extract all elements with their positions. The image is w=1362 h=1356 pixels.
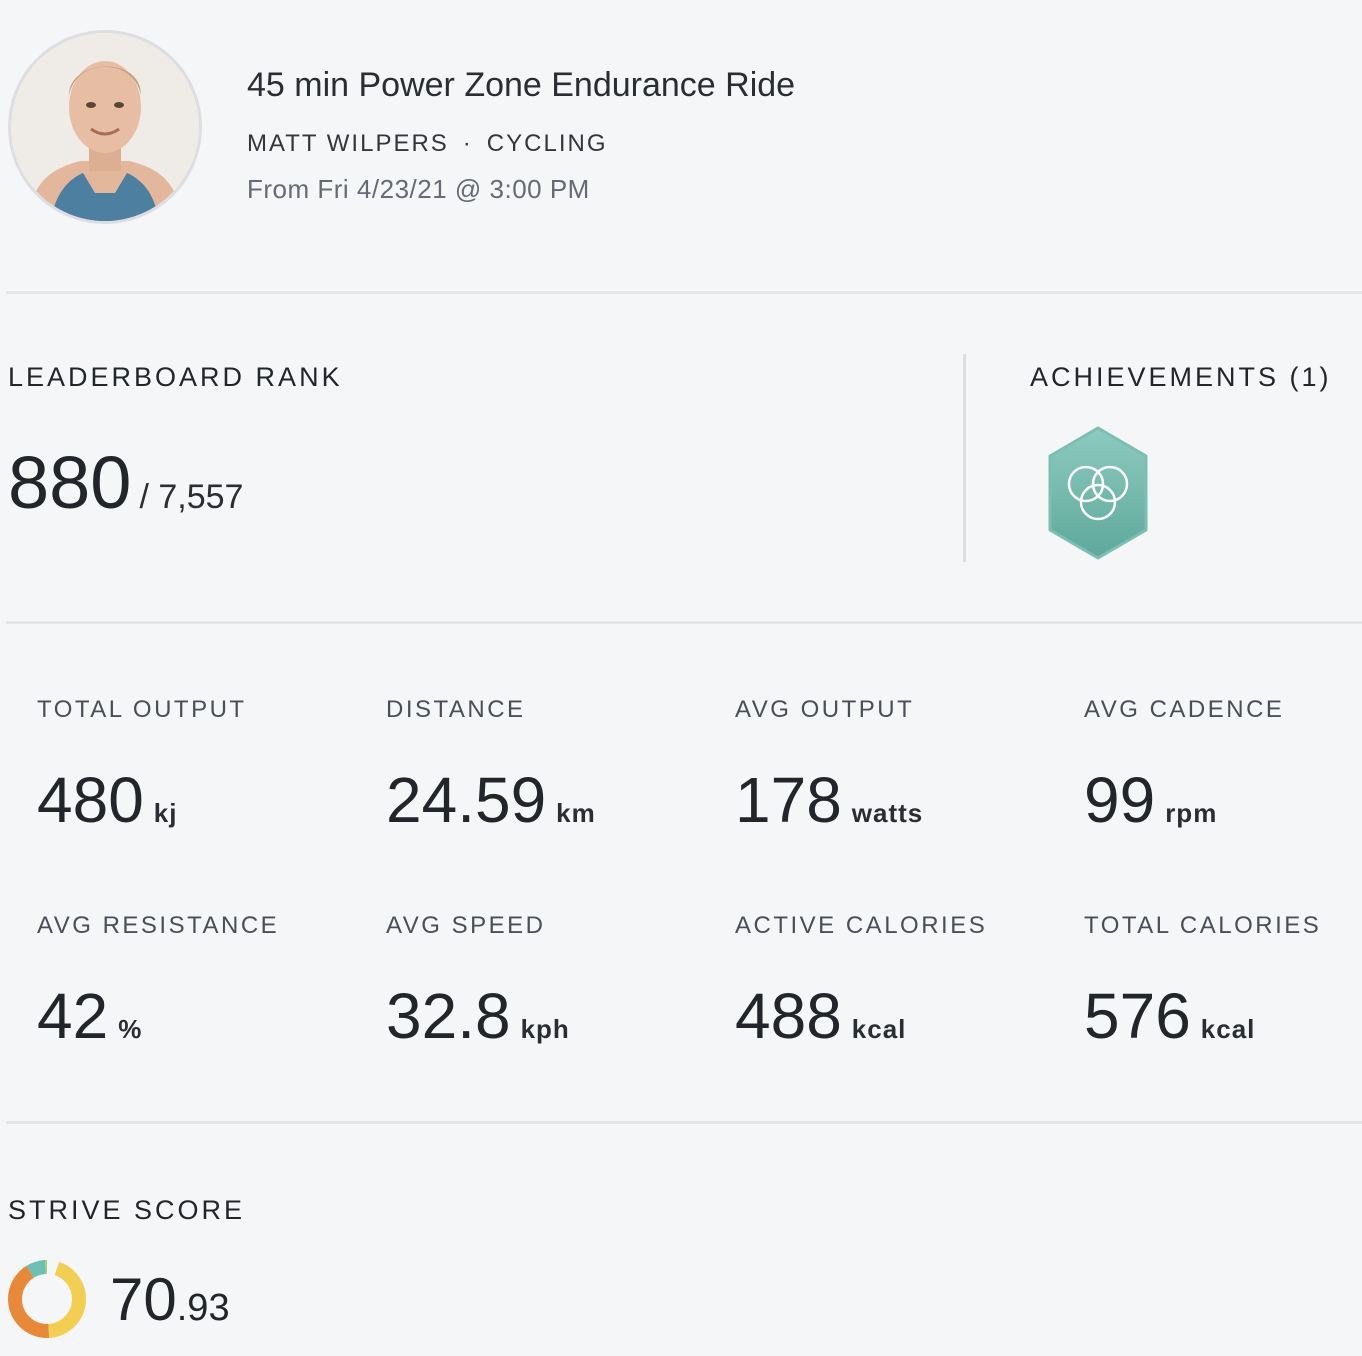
rank-number: 880 <box>8 441 132 524</box>
metric-unit: kcal <box>851 1014 907 1044</box>
strive-score-decimal: .93 <box>176 1287 230 1329</box>
metric-total-output: 480 kj <box>37 768 177 832</box>
metric-avg-resistance: 42% <box>37 984 142 1048</box>
instructor-photo <box>11 33 199 221</box>
metric-unit: rpm <box>1165 798 1218 828</box>
achievement-badge-icon <box>1048 426 1148 560</box>
leaderboard-rank-label: LEADERBOARD RANK <box>8 362 343 392</box>
metric-value: 178 <box>735 764 842 836</box>
metric-value: 24.59 <box>386 764 547 836</box>
class-title: 45 min Power Zone Endurance Ride <box>247 66 796 104</box>
achievement-badge[interactable] <box>1046 426 1150 562</box>
metric-value: 488 <box>735 980 842 1052</box>
rank-total: / 7,557 <box>139 478 244 516</box>
metric-active-calories: 488 kcal <box>735 984 906 1048</box>
zone-arc-orange <box>8 1260 86 1338</box>
class-meta: MATT WILPERS · CYCLING <box>247 130 607 158</box>
metric-unit: watts <box>851 798 924 828</box>
metric-label-avg-cadence: AVG CADENCE <box>1084 696 1285 723</box>
strive-score-label: STRIVE SCORE <box>8 1195 246 1225</box>
strive-score-value: 70.93 <box>110 1270 230 1330</box>
metric-unit: kj <box>153 798 178 828</box>
leaderboard-divider <box>6 621 1362 624</box>
leaderboard-rank-value: 880/ 7,557 <box>8 446 243 520</box>
metric-label-distance: DISTANCE <box>386 696 526 723</box>
metric-value: 576 <box>1084 980 1191 1052</box>
zone-arc-yellow <box>8 1260 86 1338</box>
metrics-divider <box>6 1121 1362 1124</box>
instructor-avatar <box>8 30 202 224</box>
metric-unit: % <box>118 1014 143 1044</box>
strive-ring-icon <box>8 1260 86 1338</box>
achievements-label: ACHIEVEMENTS (1) <box>1030 362 1332 392</box>
metric-label-total-output: TOTAL OUTPUT <box>37 696 247 723</box>
section-vertical-divider <box>963 354 966 562</box>
discipline-label: CYCLING <box>486 130 608 157</box>
metric-label-total-calories: TOTAL CALORIES <box>1084 912 1322 939</box>
metric-label-avg-output: AVG OUTPUT <box>735 696 915 723</box>
metric-unit: kph <box>520 1014 570 1044</box>
metric-value: 99 <box>1084 764 1156 836</box>
strive-score-int: 70 <box>110 1266 177 1333</box>
metric-unit: km <box>556 798 596 828</box>
metric-value: 32.8 <box>386 980 511 1052</box>
metric-avg-output: 178 watts <box>735 768 923 832</box>
metric-label-active-calories: ACTIVE CALORIES <box>735 912 988 939</box>
metric-label-avg-resistance: AVG RESISTANCE <box>37 912 280 939</box>
zone-arc-green <box>8 1260 86 1338</box>
class-date: From Fri 4/23/21 @ 3:00 PM <box>247 174 590 204</box>
metric-distance: 24.59 km <box>386 768 596 832</box>
instructor-name[interactable]: MATT WILPERS <box>247 130 449 157</box>
metric-avg-cadence: 99 rpm <box>1084 768 1217 832</box>
strive-zone-ring[interactable] <box>6 1258 88 1340</box>
metric-unit: kcal <box>1200 1014 1256 1044</box>
header-divider <box>6 291 1362 294</box>
metric-avg-speed: 32.8 kph <box>386 984 570 1048</box>
metric-total-calories: 576 kcal <box>1084 984 1255 1048</box>
meta-separator: · <box>462 130 473 157</box>
metric-value: 480 <box>37 764 144 836</box>
metric-label-avg-speed: AVG SPEED <box>386 912 546 939</box>
metric-value: 42 <box>37 980 109 1052</box>
